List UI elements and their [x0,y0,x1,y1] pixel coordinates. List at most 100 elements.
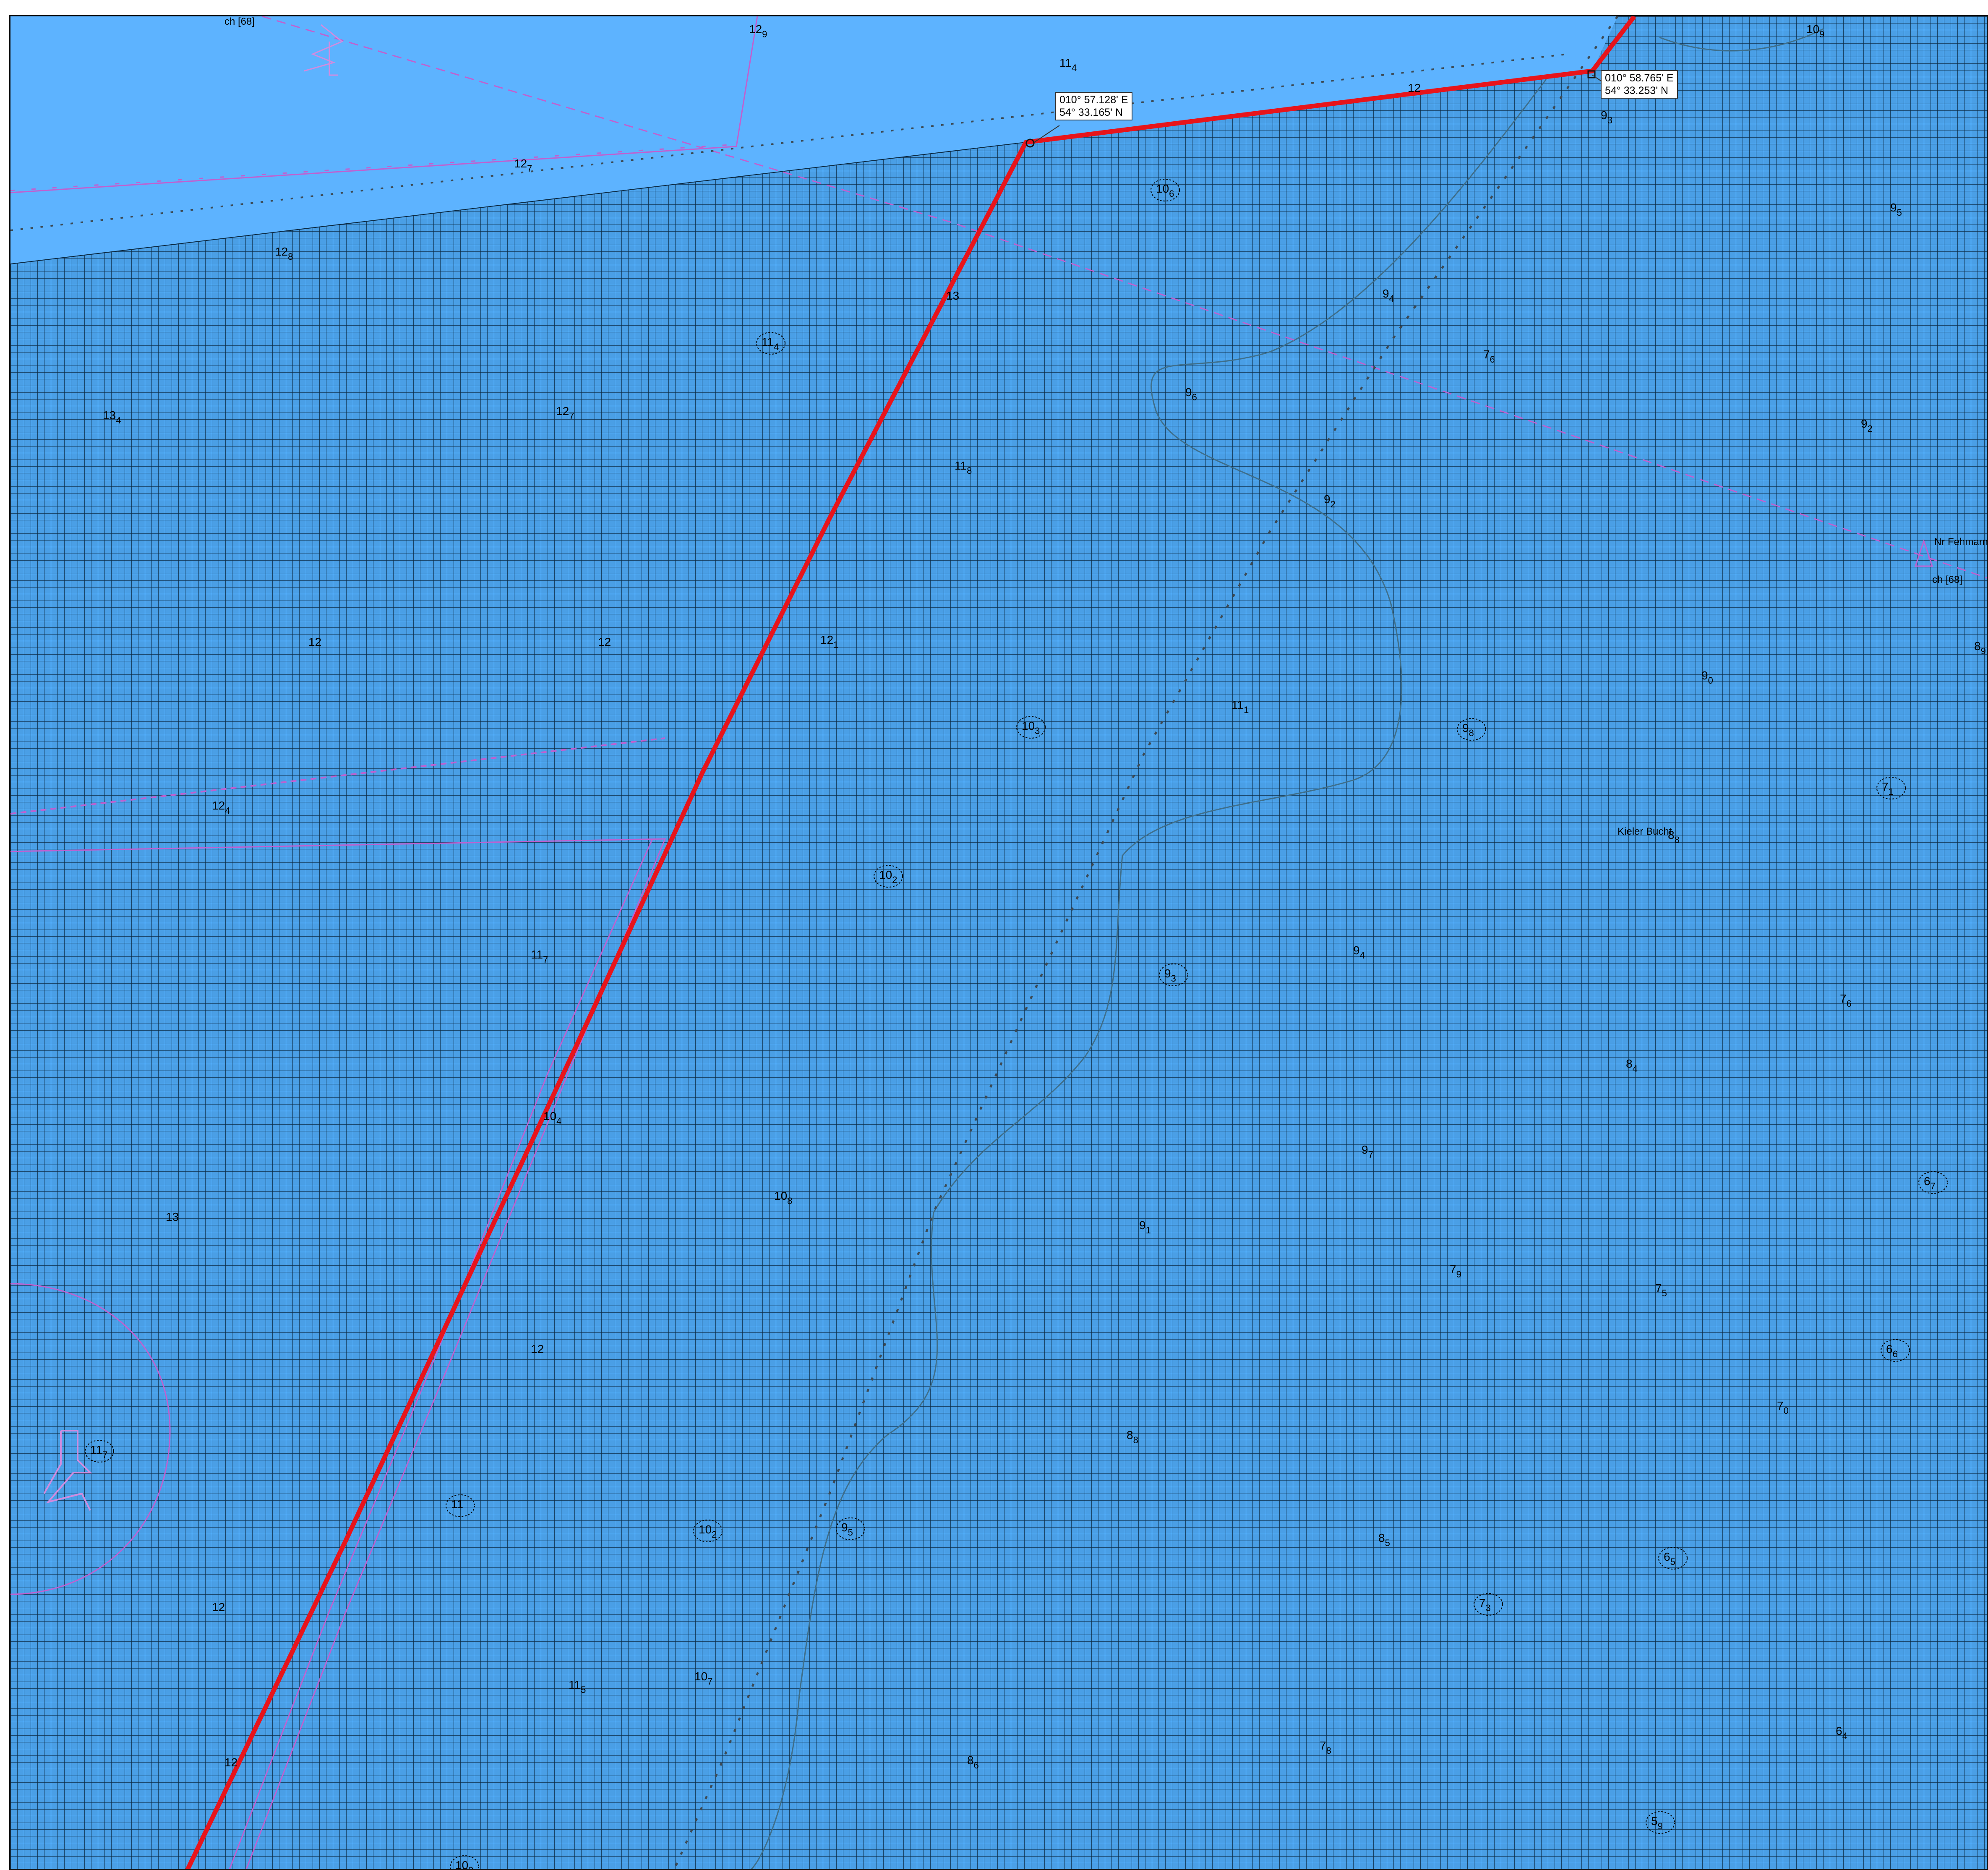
sounding-value: 108 [774,1189,792,1206]
magenta-circle-area [10,1283,171,1595]
sounding-decimetres: 9 [1819,29,1824,39]
sounding-metres: 10 [699,1523,712,1536]
sounding-decimetres: 4 [774,342,779,352]
sounding: 111 [1231,698,1249,715]
sounding-decimetres: 8 [967,465,972,476]
sounding-metres: 9 [1185,386,1192,399]
sounding-metres: 6 [1664,1550,1670,1563]
chart-canvas[interactable]: ch [68] ch [68] Nr Fehmarn Kieler Bucht … [10,16,1988,1870]
sounding-value: 70 [1777,1399,1789,1416]
waypoint-2-lon: 010° 58.765' E [1605,72,1674,84]
sounding-value: 109 [455,1859,473,1870]
sounding-metres: 7 [1777,1399,1784,1412]
sounding-decimetres: 0 [1708,675,1713,686]
sounding-decimetres: 1 [1889,786,1894,797]
sounding-decimetres: 4 [1360,950,1365,961]
sounding-value: 124 [212,799,230,816]
sounding-value: 97 [1362,1143,1373,1160]
sounding-metres: 9 [1324,493,1331,506]
sounding-metres: 9 [841,1521,848,1534]
gridded-water-area [10,16,1987,1869]
sounding-metres: 10 [774,1189,787,1202]
sounding-metres: 9 [1701,669,1708,682]
sounding-value: 103 [1022,719,1040,736]
sounding-value: 71 [1882,780,1894,797]
nautical-chart[interactable]: ch [68] ch [68] Nr Fehmarn Kieler Bucht … [9,15,1988,1870]
sounding-value: 109 [1806,23,1824,39]
sounding: 96 [1185,386,1197,402]
danger-circle [450,1855,479,1869]
sounding-metres: 10 [694,1670,707,1683]
danger-circle [836,1517,865,1540]
sounding-value: 104 [543,1110,561,1126]
sounding-value: 121 [820,633,838,650]
sounding: 12 [598,635,611,648]
sounding: 12 [531,1342,544,1355]
route-waypoint-1[interactable] [1025,138,1035,148]
sounding-decimetres: 7 [1368,1149,1373,1160]
sounding-metres: 11 [531,948,543,961]
sounding-value: 78 [1320,1739,1331,1756]
sounding-metres: 13 [103,409,116,422]
sounding-metres: 7 [1655,1282,1662,1295]
sounding-decimetres: 4 [1072,63,1077,73]
danger-circle [756,332,785,355]
sounding-value: 114 [762,335,779,352]
sounding: 12 [308,635,321,648]
sounding-value: 85 [1378,1531,1390,1548]
sounding: 102 [693,1520,723,1542]
sounding: 103 [1016,716,1046,739]
magenta-dashed-line [262,16,1987,579]
sounding-decimetres: 2 [1331,499,1336,509]
sounding: 93 [1601,109,1612,125]
sounding-decimetres: 9 [1456,1269,1461,1280]
sounding-metres: 10 [455,1859,468,1870]
route-waypoint-2[interactable] [1587,70,1596,78]
sounding: 98 [1457,718,1486,741]
sounding-metres: 12 [275,245,288,258]
sounding: 12 [224,1756,237,1769]
sounding-value: 102 [879,868,897,885]
sounding-value: 90 [1701,669,1713,686]
sounding-metres: 7 [1882,780,1889,793]
sounding-decimetres: 4 [116,415,121,426]
sounding-metres: 12 [514,157,527,170]
sounding: 97 [1362,1143,1373,1160]
sounding: 88 [1668,828,1680,845]
sounding-decimetres: 3 [1035,726,1040,736]
magenta-cable-line [10,737,665,815]
sounding-metres: 9 [1383,287,1389,300]
sounding-value: 12 [308,635,321,648]
sounding-metres: 9 [1601,109,1607,122]
danger-circle [85,1440,114,1463]
sounding: 64 [1836,1724,1847,1741]
danger-circle [1876,777,1906,799]
depth-contour [751,28,1824,1869]
sounding-value: 13 [166,1210,179,1223]
sounding: 66 [1881,1339,1910,1362]
sounding-metres: 7 [1840,992,1847,1005]
sounding: 114 [1059,56,1077,73]
sounding: 95 [1890,201,1902,218]
sounding-decimetres: 8 [1675,835,1680,845]
sounding-metres: 8 [1378,1531,1385,1544]
waypoint-callout-1: 010° 57.128' E 54° 33.165' N [1055,92,1132,120]
sounding-value: 64 [1836,1724,1847,1741]
sounding: 90 [1701,669,1713,686]
sounding-decimetres: 1 [833,640,838,650]
sounding-metres: 11 [90,1443,102,1456]
sounding-metres: 12 [1408,81,1421,94]
sounding-metres: 9 [1861,417,1868,430]
sounding-decimetres: 9 [762,29,767,39]
sounding-value: 106 [1156,182,1174,199]
sounding-value: 114 [1059,56,1077,73]
sounding-metres: 10 [1022,719,1035,732]
sounding: 128 [275,245,293,262]
sounding-decimetres: 9 [468,1865,473,1870]
sounding-decimetres: 1 [1244,705,1249,715]
sounding: 118 [955,459,972,476]
sounding-decimetres: 2 [892,875,897,885]
sounding: 71 [1876,777,1906,799]
waypoint-1-lat: 54° 33.165' N [1059,107,1123,118]
sounding: 129 [749,23,767,39]
